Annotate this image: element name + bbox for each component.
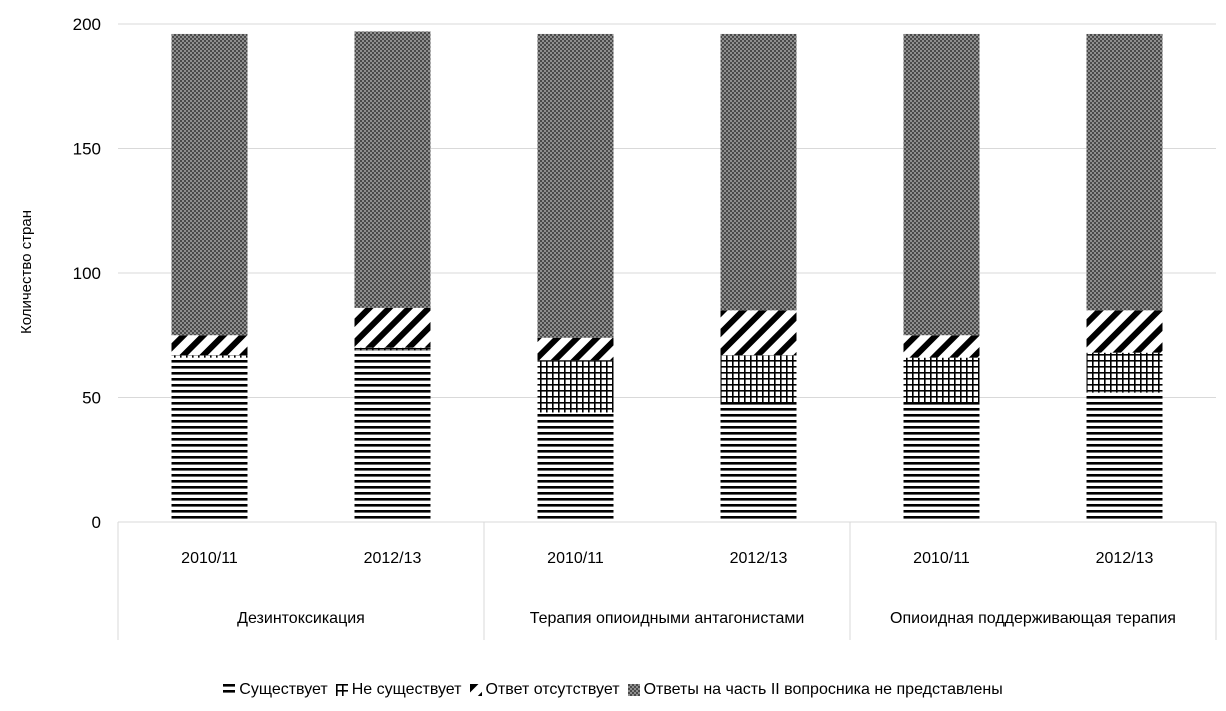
legend-item: Не существует bbox=[335, 681, 462, 699]
bar-segment bbox=[903, 335, 980, 358]
legend-swatch bbox=[627, 684, 640, 696]
legend-label: Существует bbox=[239, 681, 328, 698]
bar-segment bbox=[720, 310, 797, 356]
bar-segment bbox=[903, 402, 980, 522]
x-tick-label: 2012/13 bbox=[1096, 550, 1154, 567]
bar-segment bbox=[1086, 352, 1163, 393]
bar-segment bbox=[171, 33, 248, 336]
y-axis-label: Количество стран bbox=[18, 210, 35, 334]
legend-label: Ответы на часть II вопросника не предста… bbox=[643, 681, 1003, 698]
legend-item: Ответ отсутствует bbox=[469, 681, 620, 699]
group-label: Дезинтоксикация bbox=[237, 610, 365, 627]
x-tick-label: 2012/13 bbox=[730, 550, 788, 567]
bar-segment bbox=[171, 355, 248, 358]
legend: Существует Не существует Ответ отсутствует… bbox=[0, 681, 1226, 699]
legend-item: Ответы на часть II вопросника не предста… bbox=[627, 681, 1003, 699]
bar-segment bbox=[720, 402, 797, 522]
bar-segment bbox=[537, 337, 614, 361]
legend-item: Существует bbox=[223, 681, 328, 699]
legend-swatch bbox=[469, 684, 482, 696]
bar-segment bbox=[1086, 33, 1163, 311]
bar-segment bbox=[537, 412, 614, 522]
bar-segment bbox=[171, 357, 248, 522]
bar-segment bbox=[903, 357, 980, 403]
legend-swatch bbox=[223, 684, 236, 696]
bar-segment bbox=[720, 33, 797, 311]
x-tick-label: 2010/11 bbox=[547, 550, 604, 567]
bar-segment bbox=[903, 33, 980, 336]
x-tick-label: 2010/11 bbox=[913, 550, 970, 567]
bar-segment bbox=[537, 33, 614, 338]
bar-segment bbox=[1086, 392, 1163, 522]
y-tick-label: 200 bbox=[73, 15, 101, 34]
group-label: Опиоидная поддерживающая терапия bbox=[890, 610, 1176, 627]
y-tick-label: 0 bbox=[92, 513, 101, 532]
bar-segment bbox=[171, 335, 248, 356]
legend-swatch bbox=[335, 684, 348, 696]
bar-segment bbox=[354, 350, 431, 522]
y-tick-label: 50 bbox=[82, 389, 101, 408]
stacked-bar-chart: 0 50 100 150 200 2010/11 2012/13 2010/11 2012/13… bbox=[18, 15, 1217, 640]
x-tick-label: 2010/11 bbox=[181, 550, 238, 567]
bar-segment bbox=[354, 307, 431, 348]
bar-segment bbox=[1086, 310, 1163, 353]
legend-label: Ответ отсутствует bbox=[485, 681, 620, 698]
bar-segment bbox=[720, 355, 797, 403]
bar-segment bbox=[537, 360, 614, 413]
bar-segment bbox=[354, 347, 431, 351]
bar-segment bbox=[354, 31, 431, 308]
y-tick-label: 150 bbox=[73, 140, 101, 159]
y-tick-label: 100 bbox=[73, 264, 101, 283]
legend-label: Не существует bbox=[351, 681, 462, 698]
group-label: Терапия опиоидными антагонистами bbox=[530, 610, 805, 627]
x-tick-label: 2012/13 bbox=[364, 550, 422, 567]
